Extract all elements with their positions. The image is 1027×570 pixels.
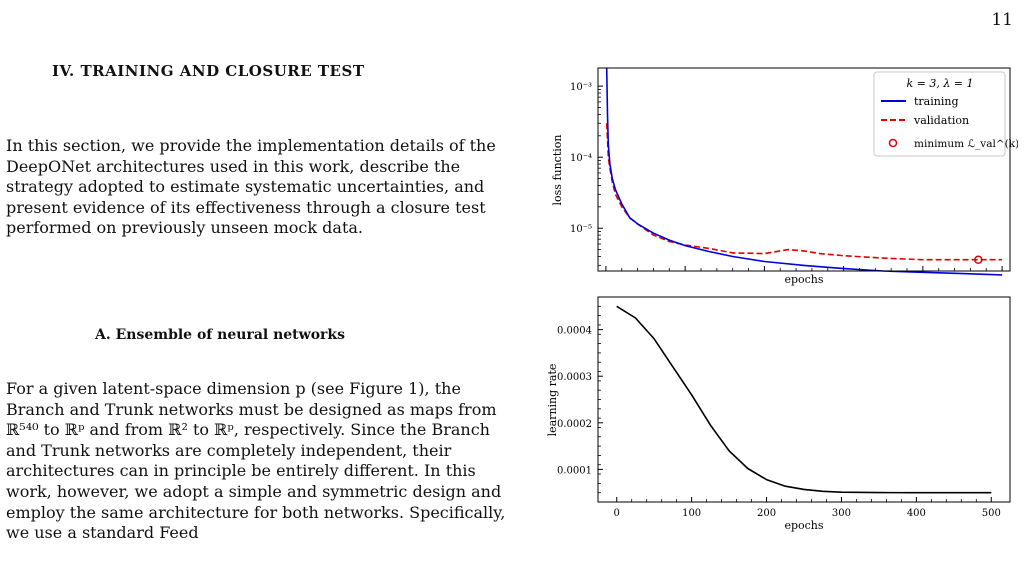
legend-validation-label: validation <box>913 114 969 127</box>
lr-xtick-label: 100 <box>682 508 701 519</box>
minimum-validation-marker <box>974 255 983 264</box>
learning-rate-chart: 0.0001 0.0002 0.0003 0.0004 0 100 200 300 400 500… <box>538 292 1018 546</box>
lr-xtick-label: 0 <box>614 508 620 519</box>
loss-ytick-label: 10⁻⁴ <box>570 153 592 164</box>
loss-xlabel: epochs <box>784 273 823 286</box>
subsection-paragraph: For a given latent-space dimension p (se… <box>6 379 506 543</box>
lr-xtick-label: 300 <box>832 508 851 519</box>
loss-chart-svg: 10⁻⁵ 10⁻⁴ 10⁻³ loss function epochs k = 3,… <box>551 67 1019 286</box>
lr-xlabel: epochs <box>784 519 823 532</box>
subsection-heading: A. Ensemble of neural networks <box>95 327 345 343</box>
lr-ytick-label: 0.0001 <box>557 465 592 476</box>
lr-xtick-label: 500 <box>982 508 1001 519</box>
lr-ylabel: learning rate <box>546 364 559 437</box>
section-heading: IV. TRAINING AND CLOSURE TEST <box>52 62 365 80</box>
loss-chart: 10⁻⁵ 10⁻⁴ 10⁻³ loss function epochs k = 3,… <box>538 58 1019 292</box>
legend-minimum-label: minimum ℒ_val^(k) <box>914 138 1018 150</box>
lr-xtick-label: 200 <box>757 508 776 519</box>
lr-ytick-label: 0.0004 <box>557 326 592 337</box>
loss-plot-frame <box>597 67 1011 272</box>
section-paragraph: In this section, we provide the implemen… <box>6 136 496 238</box>
legend-minimum-marker <box>888 138 898 148</box>
series-training <box>605 67 1003 276</box>
lr-ytick-label: 0.0003 <box>557 372 592 383</box>
loss-ytick-label: 10⁻⁵ <box>570 224 592 235</box>
legend-title: k = 3, λ = 1 <box>906 77 973 90</box>
lr-ytick-label: 0.0002 <box>557 419 592 430</box>
loss-legend: k = 3, λ = 1 training validation minimum… <box>873 71 1019 157</box>
lr-xtick-label: 400 <box>907 508 926 519</box>
page-number: 11 <box>991 10 1013 30</box>
learning-rate-chart-svg: 0.0001 0.0002 0.0003 0.0004 0 100 200 300 400 500… <box>546 296 1011 532</box>
loss-ytick-label: 10⁻³ <box>570 82 592 93</box>
loss-ylabel: loss function <box>551 135 564 206</box>
lr-plot-frame <box>597 296 1011 503</box>
series-learning-rate <box>616 305 992 494</box>
legend-training-label: training <box>914 95 958 108</box>
